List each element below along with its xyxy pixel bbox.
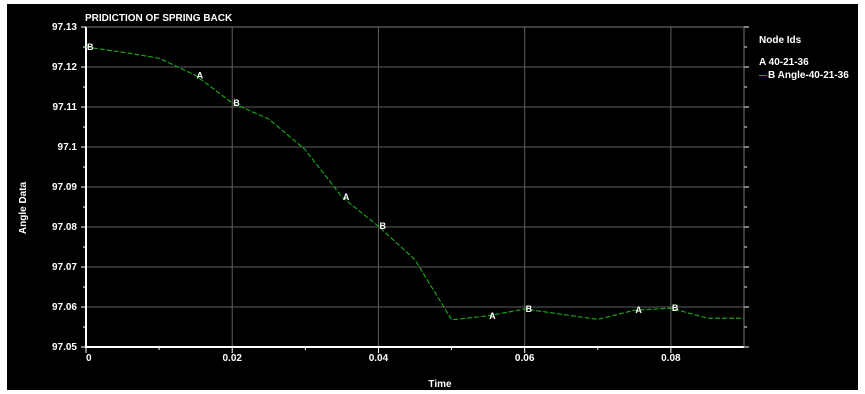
x-tick-label: 0.02 (222, 353, 242, 364)
series-marker-b: B (87, 42, 94, 52)
y-tick-label: 97.11 (53, 102, 78, 113)
series-marker-a: A (635, 305, 642, 315)
y-tick-label: 97.08 (52, 222, 77, 233)
legend-entry-a: A 40-21-36 (759, 56, 849, 69)
y-axis-label: Angle Data (18, 181, 29, 234)
chart-title: PRIDICTION OF SPRING BACK (85, 13, 233, 24)
y-tick-label: 97.06 (52, 302, 77, 313)
legend-swatch-b (759, 74, 767, 76)
y-tick-label: 97.13 (52, 22, 77, 33)
x-tick-label: 0.08 (661, 353, 681, 364)
series-marker-a: A (489, 311, 496, 321)
series-marker-b: B (379, 221, 386, 231)
series-line-b (85, 46, 744, 321)
y-tick-label: 97.09 (52, 182, 77, 193)
legend-label-b: B Angle-40-21-36 (768, 70, 849, 81)
y-tick-label: 97.1 (58, 142, 78, 153)
legend: Node Ids A 40-21-36 B Angle-40-21-36 (759, 34, 849, 82)
series-line-a (85, 46, 744, 321)
series-marker-a: A (197, 70, 204, 80)
series-marker-b: B (526, 304, 533, 314)
series-marker-a: A (343, 192, 350, 202)
series-marker-b: B (672, 303, 679, 313)
grid-lines (86, 27, 744, 347)
series-lines (85, 46, 744, 321)
tick-labels: 97.05 97.06 97.07 97.08 97.09 97.1 97.11 97.12 9… (52, 22, 681, 364)
chart-frame: 97.05 97.06 97.07 97.08 97.09 97.1 97.11 97.12 9… (7, 4, 858, 390)
y-tick-label: 97.12 (52, 62, 77, 73)
axes (81, 26, 749, 353)
x-tick-label: 0 (86, 353, 92, 364)
line-chart: 97.05 97.06 97.07 97.08 97.09 97.1 97.11 97.12 9… (18, 13, 749, 390)
series-markers: A A A A B B B B B (87, 42, 679, 321)
y-tick-label: 97.05 (52, 342, 77, 353)
legend-label-a: A 40-21-36 (759, 57, 809, 68)
y-tick-label: 97.07 (52, 262, 77, 273)
series-marker-b: B (233, 98, 240, 108)
x-tick-label: 0.04 (369, 353, 389, 364)
x-tick-label: 0.06 (515, 353, 535, 364)
legend-title: Node Ids (759, 35, 802, 46)
legend-entry-b: B Angle-40-21-36 (759, 69, 849, 82)
x-axis-label: Time (428, 379, 452, 390)
